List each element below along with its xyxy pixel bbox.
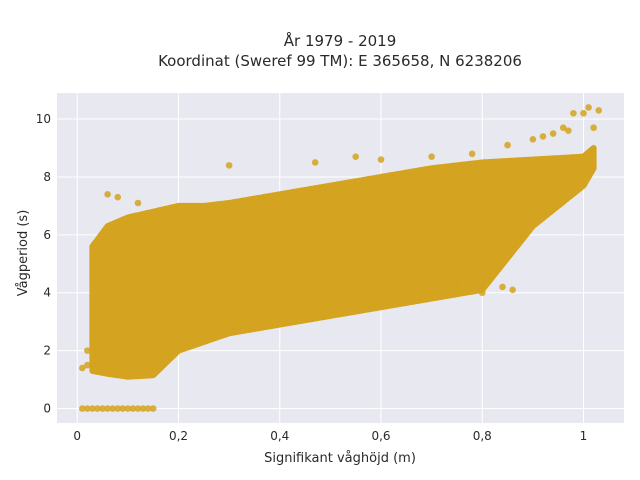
data-point xyxy=(311,159,319,166)
data-point xyxy=(109,405,116,412)
data-point xyxy=(89,405,96,412)
data-point xyxy=(79,405,86,412)
data-point xyxy=(134,199,142,207)
chart-title-line1: År 1979 - 2019 xyxy=(284,31,397,50)
data-point xyxy=(84,347,91,354)
data-point xyxy=(124,405,132,412)
data-point xyxy=(377,156,385,163)
data-point xyxy=(352,153,359,160)
data-point xyxy=(529,136,537,143)
x-tick-label: 0,8 xyxy=(473,429,492,443)
data-point xyxy=(139,405,147,412)
y-axis-label: Vågperiod (s) xyxy=(16,210,31,297)
data-point xyxy=(119,405,127,412)
data-point xyxy=(84,361,91,369)
x-tick-label: 0 xyxy=(73,429,81,443)
data-point xyxy=(225,162,233,169)
data-point xyxy=(590,124,597,132)
y-axis-ticks: 0 2 4 6 8 10 xyxy=(36,112,51,415)
data-point xyxy=(144,405,152,412)
x-tick-label: 0,2 xyxy=(169,429,188,443)
data-point xyxy=(565,127,572,134)
data-point xyxy=(585,104,592,111)
data-point xyxy=(129,405,137,412)
point-cloud-body xyxy=(89,145,597,380)
data-point xyxy=(428,153,435,160)
data-point xyxy=(453,280,461,288)
data-point xyxy=(94,405,101,412)
data-point xyxy=(559,124,567,132)
x-axis-label: Signifikant våghöjd (m) xyxy=(264,451,416,466)
x-tick-label: 0,4 xyxy=(270,429,289,443)
chart-title-line2: Koordinat (Sweref 99 TM): E 365658, N 62… xyxy=(158,52,522,70)
data-point xyxy=(114,405,122,412)
data-point xyxy=(84,405,91,412)
data-point xyxy=(428,277,435,285)
data-point xyxy=(104,405,111,412)
data-point xyxy=(114,193,122,201)
data-point xyxy=(570,109,577,117)
data-point xyxy=(504,141,511,149)
data-point xyxy=(509,286,516,294)
y-tick-label: 2 xyxy=(43,344,51,358)
data-point xyxy=(79,364,86,372)
data-point xyxy=(539,133,547,140)
y-tick-label: 6 xyxy=(43,228,51,242)
data-point xyxy=(134,405,142,412)
data-point xyxy=(104,191,111,198)
y-tick-label: 8 xyxy=(43,170,51,184)
data-point xyxy=(580,109,587,117)
y-tick-label: 0 xyxy=(43,402,51,416)
data-point xyxy=(478,289,486,297)
y-tick-label: 4 xyxy=(43,286,51,300)
data-point xyxy=(549,130,557,137)
data-point xyxy=(478,283,486,291)
data-point xyxy=(99,405,106,412)
x-axis-ticks: 0 0,2 0,4 0,6 0,8 1 xyxy=(73,429,587,443)
data-point xyxy=(149,405,157,412)
data-point xyxy=(595,107,602,114)
data-point xyxy=(499,283,506,291)
x-tick-label: 1 xyxy=(580,429,588,443)
data-point-cloud xyxy=(89,145,597,380)
data-points xyxy=(79,104,602,412)
y-tick-label: 10 xyxy=(36,112,51,126)
x-tick-label: 0,6 xyxy=(371,429,390,443)
data-point xyxy=(468,150,476,158)
